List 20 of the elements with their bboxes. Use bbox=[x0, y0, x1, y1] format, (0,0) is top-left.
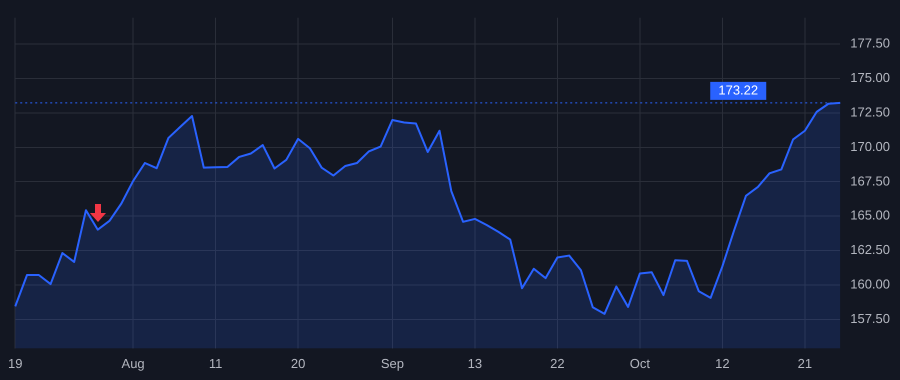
x-tick-label: 11 bbox=[208, 356, 222, 371]
y-tick-label: 175.00 bbox=[850, 70, 890, 85]
ref-line-label: 173.22 bbox=[718, 82, 758, 98]
x-tick-label: 22 bbox=[550, 356, 565, 371]
y-tick-label: 177.50 bbox=[850, 36, 890, 51]
y-tick-label: 170.00 bbox=[850, 138, 890, 154]
y-tick-label: 157.50 bbox=[850, 311, 890, 326]
y-tick-label: 172.50 bbox=[850, 104, 890, 120]
x-tick-label: 19 bbox=[8, 356, 22, 371]
x-tick-label: 13 bbox=[468, 356, 482, 371]
x-tick-label: Aug bbox=[122, 356, 145, 371]
x-tick-label: 12 bbox=[715, 356, 730, 371]
y-tick-label: 162.50 bbox=[850, 242, 890, 258]
y-tick-label: 165.00 bbox=[850, 208, 890, 223]
y-tick-label: 160.00 bbox=[850, 276, 890, 292]
x-tick-label: 20 bbox=[290, 356, 306, 371]
x-tick-label: Sep bbox=[380, 356, 404, 371]
x-tick-label: Oct bbox=[630, 356, 650, 371]
x-tick-label: 21 bbox=[798, 356, 812, 371]
y-tick-label: 167.50 bbox=[850, 173, 890, 188]
